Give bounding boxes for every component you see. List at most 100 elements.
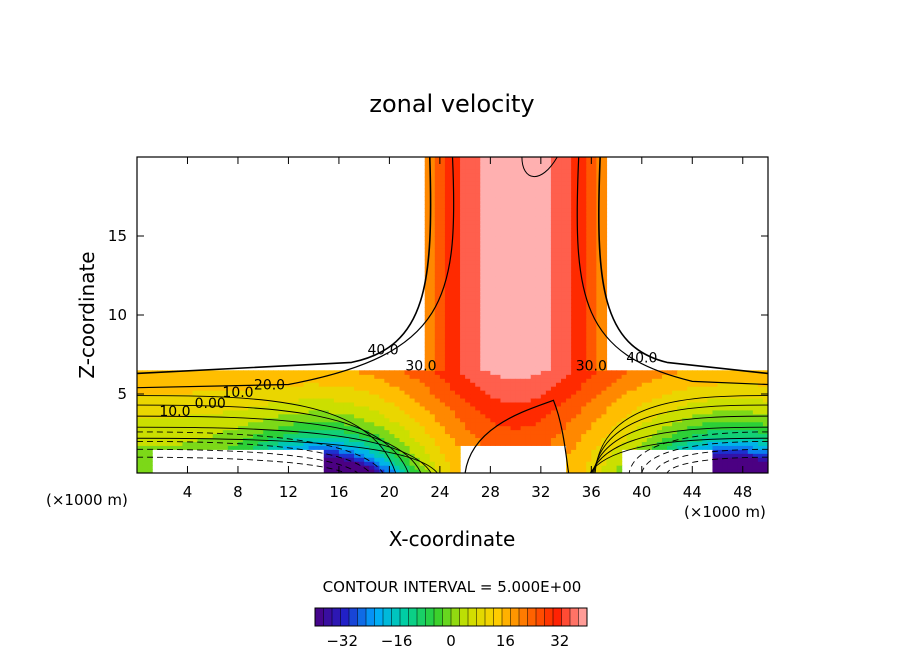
field-cell: [611, 397, 618, 403]
field-cell: [470, 326, 476, 332]
field-cell: [434, 394, 441, 399]
field-cell: [677, 394, 683, 399]
field-cell: [490, 370, 497, 375]
field-cell: [616, 382, 623, 387]
field-cell: [737, 409, 744, 415]
field-cell: [697, 421, 703, 427]
field-cell: [485, 184, 491, 190]
field-cell: [550, 441, 557, 446]
field-cell: [485, 394, 491, 399]
field-cell: [707, 413, 714, 419]
field-cell: [364, 409, 370, 415]
field-cell: [338, 417, 345, 423]
field-cell: [374, 401, 380, 407]
field-cell: [510, 405, 517, 411]
field-cell: [369, 465, 375, 470]
field-cell: [278, 378, 284, 383]
field-cell: [470, 172, 476, 178]
field-cell: [520, 386, 527, 391]
field-cell: [429, 413, 436, 419]
field-cell: [318, 413, 325, 419]
field-cell: [555, 299, 562, 304]
field-cell: [742, 445, 749, 450]
field-cell: [737, 417, 744, 423]
field-cell: [641, 437, 648, 442]
field-cell: [495, 172, 502, 178]
field-cell: [571, 445, 577, 450]
field-cell: [137, 405, 143, 411]
field-cell: [697, 413, 703, 419]
field-cell: [576, 433, 582, 439]
field-cell: [439, 291, 446, 296]
field-cell: [555, 366, 562, 371]
field-cell: [596, 326, 603, 332]
field-cell: [253, 390, 259, 395]
field-cell: [439, 224, 446, 229]
field-cell: [434, 350, 441, 356]
field-cell: [434, 330, 441, 336]
field-cell: [288, 429, 295, 435]
colorbar-cell: [340, 608, 350, 626]
field-cell: [202, 417, 209, 423]
field-cell: [757, 397, 764, 403]
field-cell: [384, 469, 390, 473]
field-cell: [545, 433, 552, 439]
field-cell: [555, 208, 562, 213]
field-cell: [318, 425, 325, 431]
field-cell: [576, 322, 582, 328]
field-cell: [576, 291, 582, 296]
field-cell: [672, 409, 678, 415]
field-cell: [687, 413, 693, 419]
field-cell: [465, 338, 471, 344]
field-cell: [566, 251, 572, 257]
field-cell: [465, 350, 471, 356]
field-cell: [591, 378, 597, 383]
field-cell: [485, 350, 491, 356]
field-cell: [429, 401, 436, 407]
field-cell: [369, 394, 375, 399]
field-cell: [515, 358, 522, 363]
field-cell: [444, 318, 451, 324]
field-cell: [449, 362, 456, 367]
field-cell: [444, 326, 451, 332]
field-cell: [581, 247, 587, 253]
field-cell: [505, 236, 512, 241]
field-cell: [576, 247, 582, 253]
field-cell: [540, 421, 547, 427]
field-cell: [439, 299, 446, 304]
field-cell: [530, 263, 537, 269]
field-cell: [470, 390, 476, 395]
field-cell: [349, 433, 355, 439]
field-cell: [424, 208, 431, 213]
field-cell: [586, 378, 592, 383]
field-cell: [283, 401, 290, 407]
field-cell: [414, 437, 421, 442]
field-cell: [414, 374, 421, 379]
field-cell: [727, 469, 734, 473]
field-cell: [480, 168, 486, 174]
field-cell: [571, 437, 577, 442]
field-cell: [535, 172, 542, 178]
field-cell: [490, 255, 497, 261]
field-cell: [157, 433, 163, 439]
field-cell: [480, 259, 486, 265]
field-cell: [510, 311, 517, 316]
field-cell: [530, 188, 537, 194]
field-cell: [308, 397, 315, 403]
field-cell: [677, 441, 683, 446]
field-cell: [389, 417, 396, 423]
field-cell: [449, 429, 456, 435]
field-cell: [510, 220, 517, 225]
field-cell: [444, 303, 451, 308]
field-cell: [601, 259, 608, 265]
field-cell: [510, 397, 517, 403]
field-cell: [399, 469, 406, 473]
field-cell: [434, 212, 441, 217]
field-cell: [510, 239, 517, 245]
field-cell: [439, 247, 446, 253]
field-cell: [510, 382, 517, 387]
field-cell: [409, 417, 416, 423]
field-cell: [561, 196, 567, 202]
field-cell: [530, 299, 537, 304]
field-cell: [545, 263, 552, 269]
